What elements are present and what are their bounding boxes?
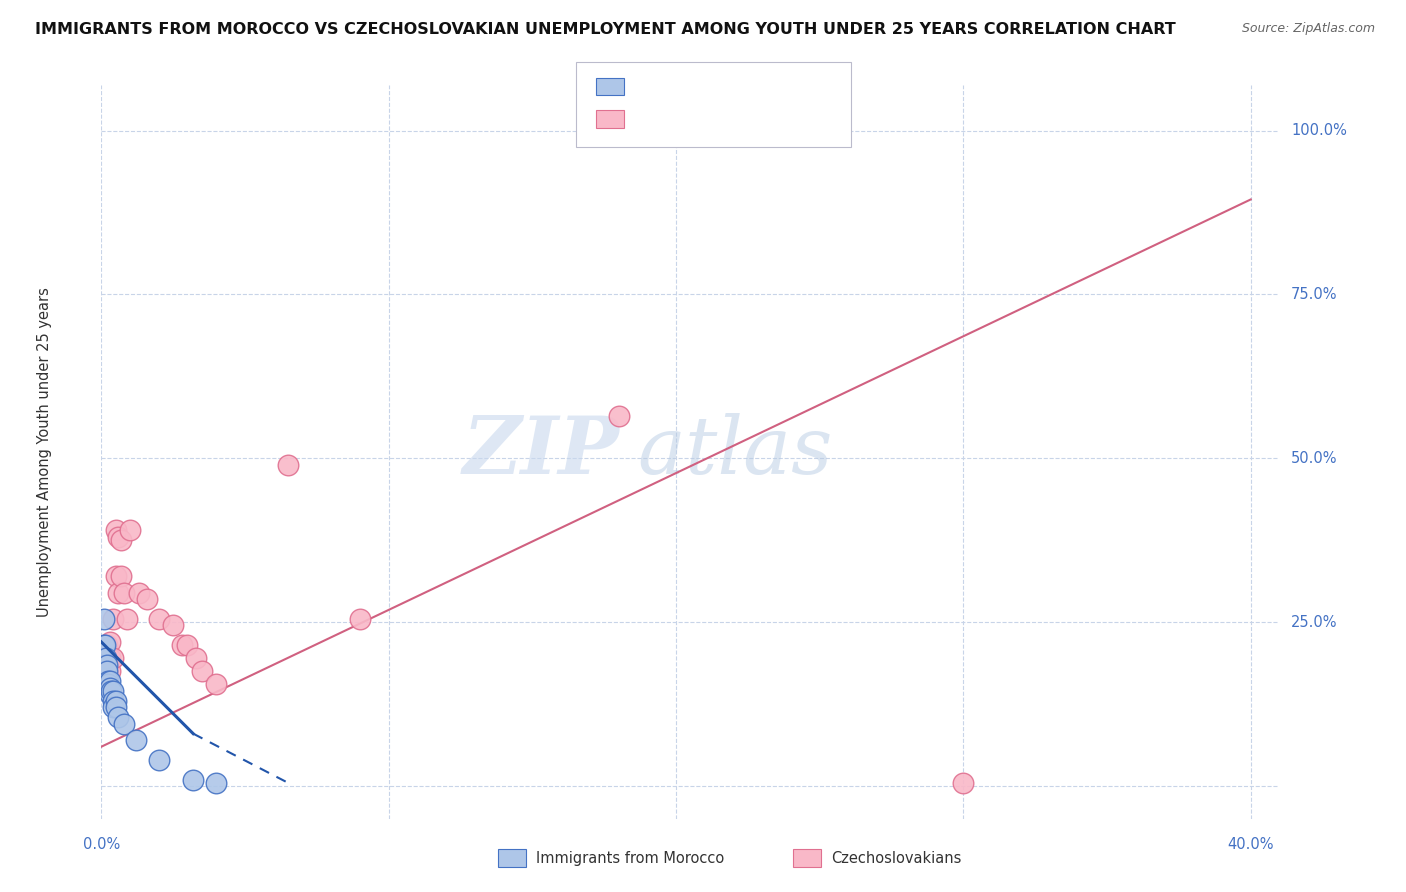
Point — [125, 733, 148, 747]
Point — [94, 638, 117, 652]
Point — [162, 618, 184, 632]
Point — [96, 665, 118, 679]
Point — [98, 681, 121, 695]
Point — [952, 776, 974, 790]
Point — [148, 612, 170, 626]
Point — [191, 665, 214, 679]
Point — [98, 665, 121, 679]
Point — [101, 700, 124, 714]
Point — [93, 612, 115, 626]
Point — [101, 684, 124, 698]
Point — [93, 677, 115, 691]
Point — [101, 694, 124, 708]
Point — [170, 638, 193, 652]
Point — [93, 657, 115, 672]
Point — [104, 524, 127, 538]
Point — [96, 665, 118, 679]
Point — [277, 458, 299, 472]
Text: N = 32: N = 32 — [742, 112, 800, 126]
Point — [349, 612, 371, 626]
Point — [98, 635, 121, 649]
Point — [101, 612, 124, 626]
Text: IMMIGRANTS FROM MOROCCO VS CZECHOSLOVAKIAN UNEMPLOYMENT AMONG YOUTH UNDER 25 YEA: IMMIGRANTS FROM MOROCCO VS CZECHOSLOVAKI… — [35, 22, 1175, 37]
Point — [98, 674, 121, 689]
Point — [94, 677, 117, 691]
Text: ZIP: ZIP — [463, 413, 620, 491]
Point — [107, 585, 129, 599]
Point — [112, 716, 135, 731]
Text: 25.0%: 25.0% — [1291, 615, 1337, 630]
Text: 75.0%: 75.0% — [1291, 287, 1337, 302]
Point — [176, 638, 198, 652]
Point — [115, 612, 138, 626]
Point — [136, 592, 159, 607]
Text: 40.0%: 40.0% — [1227, 838, 1274, 852]
Point — [104, 569, 127, 583]
Point — [94, 651, 117, 665]
Point — [101, 651, 124, 665]
Point — [148, 753, 170, 767]
Point — [98, 687, 121, 701]
Text: Source: ZipAtlas.com: Source: ZipAtlas.com — [1241, 22, 1375, 36]
Point — [96, 638, 118, 652]
Point — [128, 585, 150, 599]
Point — [205, 776, 228, 790]
Text: 0.0%: 0.0% — [83, 838, 120, 852]
Text: atlas: atlas — [637, 413, 832, 491]
Text: N = 23: N = 23 — [742, 79, 800, 94]
Point — [93, 638, 115, 652]
Text: 100.0%: 100.0% — [1291, 123, 1347, 138]
Text: 50.0%: 50.0% — [1291, 450, 1337, 466]
Point — [110, 569, 132, 583]
Point — [181, 772, 204, 787]
Point — [118, 524, 141, 538]
Point — [98, 651, 121, 665]
Point — [107, 530, 129, 544]
Text: Czechoslovakians: Czechoslovakians — [831, 851, 962, 865]
Point — [104, 694, 127, 708]
Point — [107, 710, 129, 724]
Point — [97, 677, 120, 691]
Point — [205, 677, 228, 691]
Point — [112, 585, 135, 599]
Point — [110, 533, 132, 548]
Point — [607, 409, 630, 423]
Point — [96, 674, 118, 689]
Text: R = -0.271: R = -0.271 — [634, 79, 716, 94]
Text: Unemployment Among Youth under 25 years: Unemployment Among Youth under 25 years — [37, 287, 52, 616]
Point — [184, 651, 207, 665]
Text: Immigrants from Morocco: Immigrants from Morocco — [536, 851, 724, 865]
Point — [100, 684, 122, 698]
Point — [104, 700, 127, 714]
Point — [96, 657, 118, 672]
Text: R = 0.608: R = 0.608 — [634, 112, 710, 126]
